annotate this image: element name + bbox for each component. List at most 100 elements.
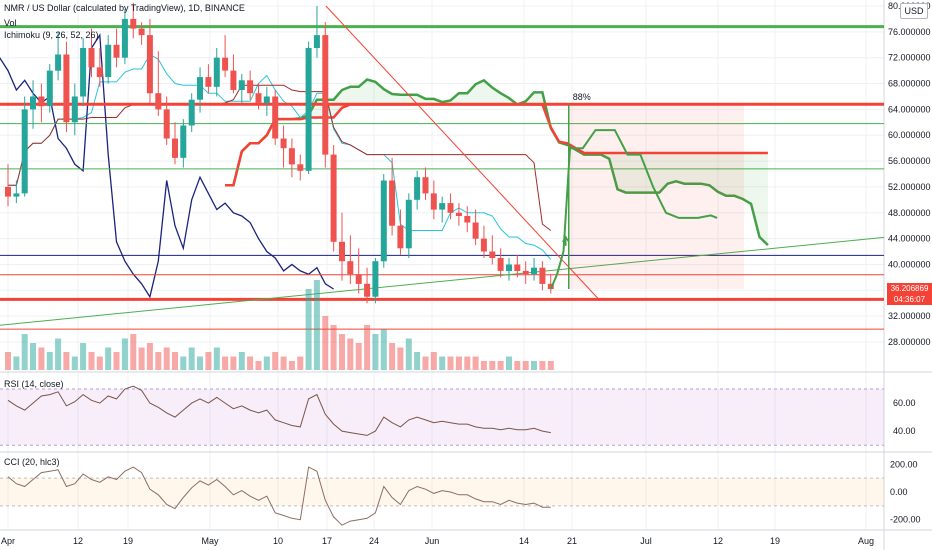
volume-bar	[263, 356, 270, 370]
candle-body	[389, 180, 396, 226]
candle-body	[172, 138, 178, 158]
volume-bars	[5, 280, 554, 370]
rsi-line	[7, 385, 551, 436]
descending-trendline	[325, 5, 601, 301]
volume-bar	[355, 343, 362, 370]
candle-body	[96, 67, 103, 78]
volume-bar	[205, 352, 212, 370]
candle-body	[197, 77, 203, 100]
lagging-span	[0, 33, 334, 299]
volume-bar	[539, 361, 546, 370]
volume-bar	[255, 361, 262, 370]
price-tick-label: 32.000000	[888, 311, 931, 321]
volume-bar	[172, 352, 178, 370]
candle-body	[238, 80, 245, 90]
cci-pane: 200.00 0.00 -200.00	[0, 459, 921, 526]
volume-bar	[472, 356, 479, 370]
volume-bar	[222, 356, 229, 370]
volume-bar	[46, 352, 53, 370]
volume-bar	[489, 361, 496, 370]
candle-body	[21, 109, 28, 194]
candle-body	[113, 44, 120, 58]
candle-body	[422, 177, 429, 194]
time-tick-label: Jun	[425, 536, 440, 546]
time-tick-label: 12	[73, 536, 83, 546]
candle-body	[247, 80, 254, 94]
time-tick-label: 17	[322, 536, 332, 546]
candle-body	[455, 212, 462, 216]
candle-body	[130, 18, 137, 29]
candle-body	[522, 270, 529, 275]
candle-body	[13, 193, 20, 197]
volume-bar	[339, 334, 345, 370]
candle-body	[55, 54, 62, 71]
volume-bar	[380, 329, 387, 370]
candle-body	[138, 28, 145, 36]
volume-bar	[497, 361, 504, 370]
candle-body	[255, 93, 262, 103]
ichimoku-cloud	[225, 79, 768, 246]
candle-body	[222, 57, 229, 71]
rsi-pane: 60.00 40.00	[0, 385, 916, 446]
gain-label: 88%	[573, 92, 591, 102]
time-tick-label: 24	[369, 536, 379, 546]
candle-body	[46, 70, 53, 107]
volume-bar	[38, 347, 45, 370]
last-price-tag: 36.206869	[887, 283, 932, 294]
volume-bar	[422, 356, 429, 370]
volume-bar	[188, 347, 195, 370]
time-tick-label: 12	[713, 536, 723, 546]
price-candles	[5, 2, 554, 304]
volume-bar	[447, 356, 454, 370]
countdown-tag: 04:36:07	[887, 294, 932, 305]
volume-bar	[21, 334, 28, 370]
candle-body	[121, 18, 128, 58]
time-tick-label: Apr	[1, 536, 15, 546]
candle-body	[30, 96, 36, 110]
volume-bar	[63, 352, 70, 370]
base-line	[8, 84, 552, 231]
candle-body	[347, 261, 354, 275]
price-tick-label: 48.000000	[888, 208, 931, 218]
volume-bar	[105, 347, 112, 370]
time-tick-label: 19	[770, 536, 780, 546]
candle-body	[372, 261, 379, 297]
volume-bar	[121, 338, 128, 370]
volume-bar	[96, 356, 103, 370]
candle-body	[230, 70, 237, 90]
candle-body	[539, 267, 546, 284]
volume-bar	[506, 356, 512, 370]
rsi-tick-label: 40.00	[893, 426, 916, 436]
candle-body	[322, 35, 329, 155]
volume-bar	[347, 338, 354, 370]
candle-body	[105, 44, 112, 78]
volume-bar	[522, 361, 529, 370]
volume-bar	[13, 356, 20, 370]
conversion-line	[8, 53, 552, 260]
volume-bar	[163, 347, 170, 370]
time-tick-label: Jul	[640, 536, 652, 546]
projection-path: 88%	[549, 92, 745, 290]
volume-bar	[88, 352, 95, 370]
candle-body	[380, 180, 387, 262]
cci-label: CCI (20, hlc3)	[4, 457, 60, 467]
leading-span-a	[225, 78, 769, 246]
candle-body	[531, 267, 537, 275]
candle-body	[297, 164, 304, 171]
candle-body	[163, 109, 170, 139]
currency-button[interactable]: USD	[900, 3, 928, 19]
symbol-title: NMR / US Dollar (calculated by TradingVi…	[4, 3, 245, 13]
price-tick-label: 68.000000	[888, 79, 931, 89]
candle-body	[263, 96, 270, 103]
candle-body	[364, 283, 371, 297]
rsi-label: RSI (14, close)	[4, 379, 64, 389]
ascending-trendline	[0, 236, 885, 326]
candle-body	[305, 48, 312, 171]
cci-band	[0, 478, 884, 506]
target-zone	[568, 104, 745, 289]
cci-tick-label: -200.00	[890, 515, 921, 525]
price-tick-label: 44.000000	[888, 234, 931, 244]
candle-body	[71, 96, 78, 123]
volume-bar	[547, 361, 554, 370]
